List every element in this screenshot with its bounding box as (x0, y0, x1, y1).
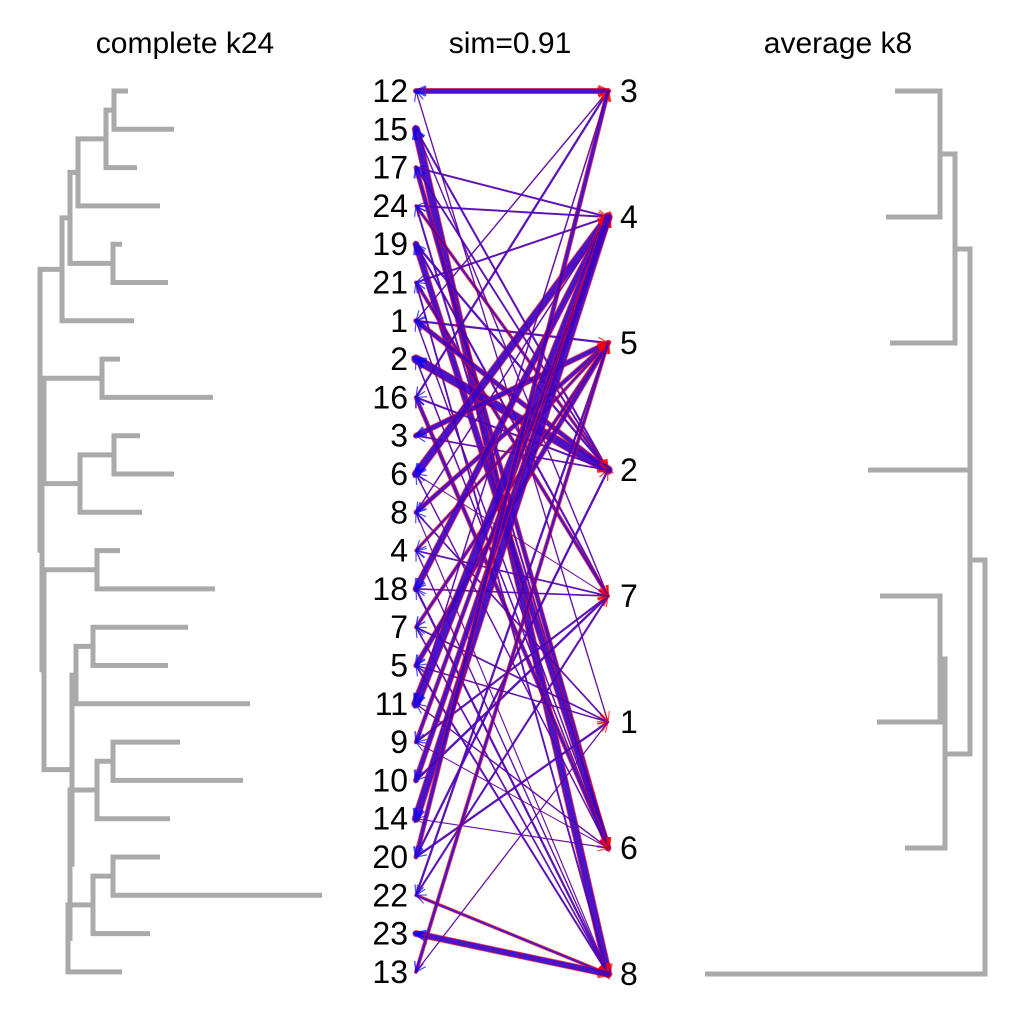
left-leaf-label: 16 (372, 379, 408, 415)
connection-link (414, 720, 610, 859)
left-leaf-label: 4 (390, 533, 408, 569)
left-leaf-label: 17 (372, 150, 408, 186)
right-leaf-label: 2 (620, 452, 638, 488)
left-leaf-label: 19 (372, 226, 408, 262)
connection-link (415, 664, 609, 975)
right-leaf-label: 3 (620, 73, 638, 109)
right-leaf-labels: 3 4 5 2 7 1 6 8 (620, 73, 638, 992)
right-leaf-label: 7 (620, 578, 638, 614)
connection-link (412, 929, 611, 977)
left-leaf-label: 8 (390, 494, 408, 530)
left-leaf-label: 9 (390, 724, 408, 760)
connection-link (414, 741, 609, 849)
connection-link (414, 594, 610, 782)
connection-link (415, 128, 609, 471)
right-dendrogram (705, 88, 988, 977)
left-leaf-label: 3 (390, 418, 408, 454)
left-leaf-label: 23 (372, 916, 408, 952)
left-dendrogram (37, 88, 322, 975)
left-leaf-label: 24 (372, 188, 408, 224)
right-leaf-label: 1 (620, 704, 638, 740)
right-leaf-label: 6 (620, 830, 638, 866)
left-leaf-label: 11 (375, 686, 408, 722)
connection-link (415, 216, 609, 514)
connection-link (412, 213, 612, 824)
connection-link (415, 595, 609, 897)
connection-link (414, 316, 609, 344)
left-leaf-label: 20 (372, 839, 408, 875)
left-leaf-label: 21 (372, 265, 408, 301)
connection-link (415, 166, 609, 471)
connection-link (415, 242, 609, 597)
left-leaf-label: 6 (390, 456, 408, 492)
left-leaf-label: 18 (372, 571, 408, 607)
right-leaf-label: 4 (620, 199, 638, 235)
left-leaf-label: 22 (372, 877, 408, 913)
connection-lines (410, 84, 615, 981)
left-leaf-label: 5 (390, 648, 408, 684)
left-dendrogram-title: complete k24 (96, 27, 274, 60)
right-leaf-label: 8 (620, 956, 638, 992)
right-dendrogram-title: average k8 (764, 27, 912, 60)
left-leaf-label: 12 (372, 73, 408, 109)
left-leaf-label: 2 (390, 341, 408, 377)
right-leaf-label: 5 (620, 325, 638, 361)
left-leaf-label: 15 (372, 111, 408, 147)
connection-link (414, 89, 610, 399)
left-leaf-label: 13 (372, 954, 408, 990)
left-leaf-label: 14 (372, 801, 408, 837)
dendrogram-branches (37, 88, 322, 975)
connection-link (412, 85, 611, 97)
connection-link (415, 721, 609, 974)
left-leaf-label: 1 (390, 303, 408, 339)
left-leaf-label: 10 (372, 762, 408, 798)
dendrogram-branches (705, 88, 988, 977)
connection-link (414, 547, 609, 597)
left-leaf-label: 7 (390, 609, 408, 645)
similarity-title: sim=0.91 (449, 27, 572, 60)
connection-link (414, 90, 609, 706)
